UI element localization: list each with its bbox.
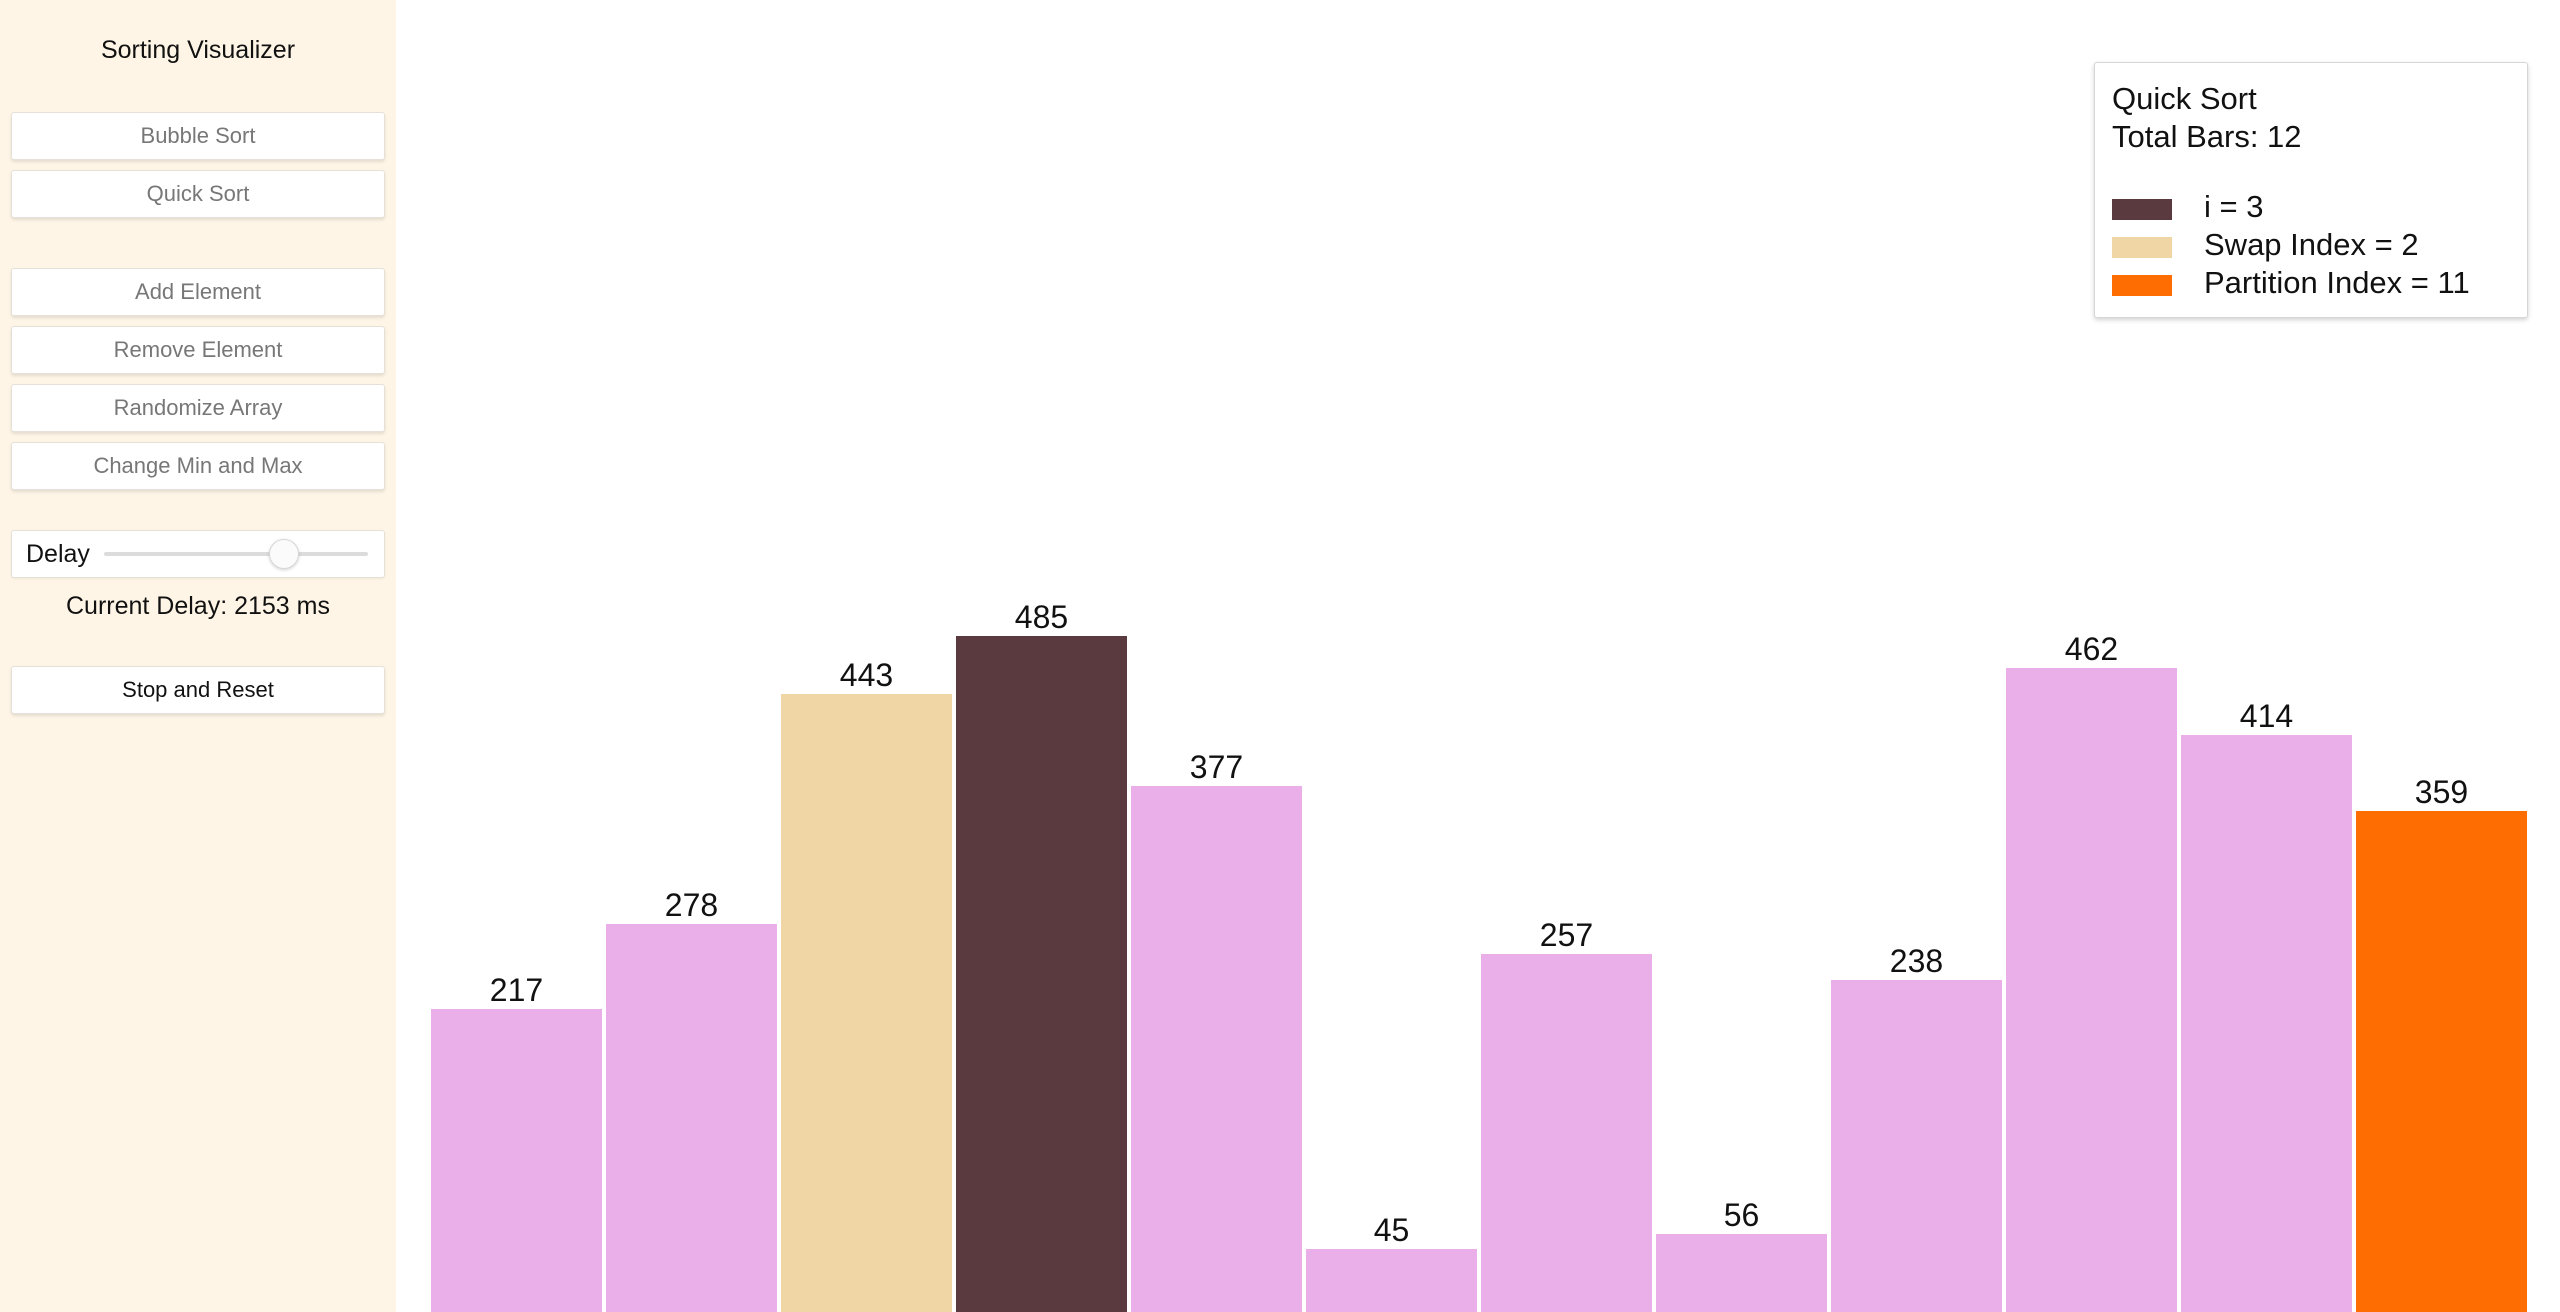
- change-min-max-button[interactable]: Change Min and Max: [11, 442, 385, 490]
- bar-4: [1131, 786, 1302, 1312]
- bubble-sort-button[interactable]: Bubble Sort: [11, 112, 385, 160]
- remove-element-button[interactable]: Remove Element: [11, 326, 385, 374]
- bar-5: [1306, 1249, 1477, 1312]
- bar-i-3: [956, 636, 1127, 1312]
- legend-label-swap-index: Swap Index = 2: [2204, 227, 2419, 262]
- bar-10: [2181, 735, 2352, 1312]
- legend-label-partition-index: Partition Index = 11: [2204, 265, 2470, 300]
- bar-partition-index-11: [2356, 811, 2527, 1312]
- bar-value-label-6: 257: [1540, 917, 1593, 953]
- randomize-array-button[interactable]: Randomize Array: [11, 384, 385, 432]
- bar-value-label-8: 238: [1890, 943, 1943, 979]
- bar-0: [431, 1009, 602, 1312]
- bar-value-label-1: 278: [665, 887, 718, 923]
- bar-value-label-0: 217: [490, 972, 543, 1008]
- delay-slider-thumb[interactable]: [268, 539, 299, 569]
- legend-swatch-partition-index: [2112, 275, 2172, 296]
- bar-value-label-10: 414: [2240, 698, 2293, 734]
- bar-7: [1656, 1234, 1827, 1312]
- delay-slider[interactable]: [104, 539, 368, 569]
- bar-value-label-11: 359: [2415, 774, 2468, 810]
- bar-8: [1831, 980, 2002, 1312]
- legend-label-i: i = 3: [2204, 189, 2264, 224]
- bar-swap-index-2: [781, 694, 952, 1312]
- current-delay-text: Current Delay: 2153 ms: [65, 592, 330, 620]
- delay-control: Delay: [11, 530, 385, 578]
- add-element-button[interactable]: Add Element: [11, 268, 385, 316]
- chart-area: 217 278 443 485 377 45 257 56 238 462 414 359: [396, 0, 2560, 1312]
- bar-value-label-9: 462: [2065, 631, 2118, 667]
- bar-value-label-3: 485: [1015, 599, 1068, 635]
- sidebar: Sorting Visualizer Bubble Sort Quick Sor…: [0, 0, 396, 1312]
- legend-swatch-swap-index: [2112, 237, 2172, 258]
- quick-sort-button[interactable]: Quick Sort: [11, 170, 385, 218]
- bar-value-label-4: 377: [1190, 749, 1243, 785]
- bar-value-label-7: 56: [1724, 1197, 1760, 1233]
- legend-title: Quick Sort: [2112, 81, 2257, 116]
- bar-1: [606, 924, 777, 1312]
- delay-label: Delay: [26, 540, 90, 568]
- bar-9: [2006, 668, 2177, 1312]
- app-title: Sorting Visualizer: [100, 36, 296, 64]
- bar-chart: 217 278 443 485 377 45 257 56 238 462 414 359: [431, 599, 2527, 1312]
- legend-total-bars: Total Bars: 12: [2112, 119, 2302, 154]
- bar-6: [1481, 954, 1652, 1312]
- stop-reset-button[interactable]: Stop and Reset: [11, 666, 385, 714]
- bar-value-label-2: 443: [840, 657, 893, 693]
- bar-value-label-5: 45: [1374, 1212, 1410, 1248]
- legend: Quick Sort Total Bars: 12 i = 3 Swap Ind…: [2094, 62, 2528, 318]
- legend-swatch-i: [2112, 199, 2172, 220]
